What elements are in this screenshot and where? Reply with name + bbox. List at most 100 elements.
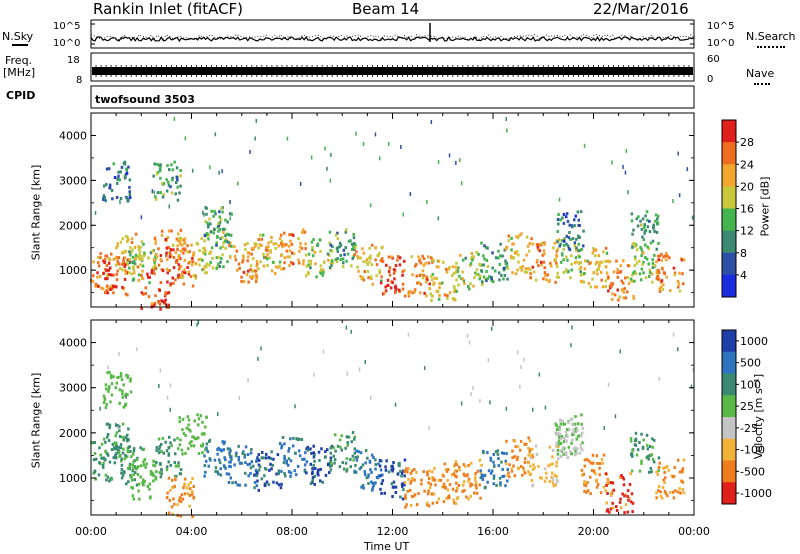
data-cell	[209, 251, 212, 255]
data-cell	[270, 240, 273, 244]
data-cell	[551, 462, 554, 466]
data-cell	[566, 244, 570, 248]
data-cell	[446, 296, 449, 300]
data-cell	[329, 456, 333, 460]
data-cell	[329, 451, 333, 455]
data-cell	[556, 452, 560, 456]
data-cell	[282, 244, 286, 248]
data-cell	[122, 258, 125, 262]
data-cell	[260, 346, 262, 351]
data-cell	[110, 252, 113, 256]
data-cell	[468, 287, 471, 291]
data-cell	[112, 162, 115, 166]
data-cell	[181, 497, 185, 501]
data-cell	[390, 482, 394, 486]
data-cell	[127, 427, 130, 431]
data-cell	[404, 493, 407, 497]
data-cell	[492, 460, 495, 464]
data-cell	[403, 474, 406, 478]
data-cell	[166, 395, 169, 400]
data-cell	[586, 489, 590, 493]
data-cell	[165, 291, 169, 295]
velocity-colorbar-swatch	[722, 330, 736, 353]
data-cell	[146, 484, 149, 488]
data-cell	[248, 462, 252, 466]
data-cell	[205, 265, 208, 269]
data-cell	[361, 484, 365, 487]
data-cell	[317, 473, 320, 477]
data-cell	[95, 457, 98, 461]
data-cell	[159, 165, 162, 169]
data-cell	[484, 485, 487, 489]
data-cell	[132, 449, 136, 453]
data-cell	[682, 458, 686, 462]
data-cell	[229, 460, 232, 464]
data-cell	[169, 441, 172, 445]
data-cell	[280, 469, 283, 473]
data-cell	[611, 501, 614, 505]
data-cell	[655, 491, 658, 495]
data-cell	[265, 480, 269, 484]
data-cell	[461, 181, 463, 186]
data-cell	[525, 253, 528, 257]
data-cell	[178, 499, 181, 503]
data-cell	[220, 257, 223, 260]
data-cell	[152, 463, 155, 467]
data-cell	[507, 239, 510, 243]
data-cell	[159, 475, 163, 479]
data-cell	[134, 471, 137, 475]
data-cell	[92, 260, 95, 264]
data-cell	[281, 436, 285, 439]
data-cell	[132, 268, 136, 272]
data-cell	[352, 458, 355, 462]
data-cell	[504, 262, 508, 265]
data-cell	[108, 423, 112, 427]
data-cell	[624, 170, 627, 175]
data-cell	[305, 460, 309, 464]
data-cell	[222, 442, 226, 446]
data-cell	[157, 437, 161, 441]
data-cell	[154, 475, 157, 479]
data-cell	[247, 280, 250, 284]
data-cell	[403, 294, 407, 298]
data-cell	[149, 472, 153, 476]
data-cell	[394, 402, 397, 407]
data-cell	[452, 272, 456, 275]
data-cell	[139, 464, 143, 468]
data-cell	[479, 496, 482, 500]
data-cell	[401, 282, 405, 286]
velocity-colorbar-tick-label: -500	[740, 465, 765, 478]
data-cell	[165, 254, 168, 258]
data-cell	[120, 251, 124, 255]
data-cell	[665, 275, 668, 279]
data-cell	[205, 415, 208, 419]
data-cell	[577, 422, 580, 426]
data-cell	[436, 289, 440, 293]
data-cell	[507, 471, 510, 475]
data-cell	[191, 492, 194, 496]
data-cell	[474, 483, 477, 487]
data-cell	[139, 475, 142, 479]
data-cell	[626, 276, 630, 279]
data-cell	[160, 268, 164, 272]
data-cell	[117, 449, 120, 453]
data-cell	[556, 271, 559, 275]
data-cell	[233, 254, 237, 258]
data-cell	[167, 180, 170, 184]
data-cell	[543, 242, 546, 246]
data-cell	[499, 483, 502, 487]
data-cell	[176, 244, 179, 248]
data-cell	[600, 278, 603, 282]
data-cell	[505, 452, 508, 456]
data-cell	[487, 358, 490, 363]
data-cell	[283, 256, 286, 260]
data-cell	[135, 483, 139, 487]
data-cell	[250, 269, 254, 273]
data-cell	[618, 500, 622, 504]
data-cell	[460, 277, 463, 281]
data-cell	[651, 458, 655, 461]
data-cell	[664, 466, 667, 470]
data-cell	[127, 238, 130, 242]
data-cell	[448, 291, 452, 295]
data-cell	[572, 428, 575, 432]
